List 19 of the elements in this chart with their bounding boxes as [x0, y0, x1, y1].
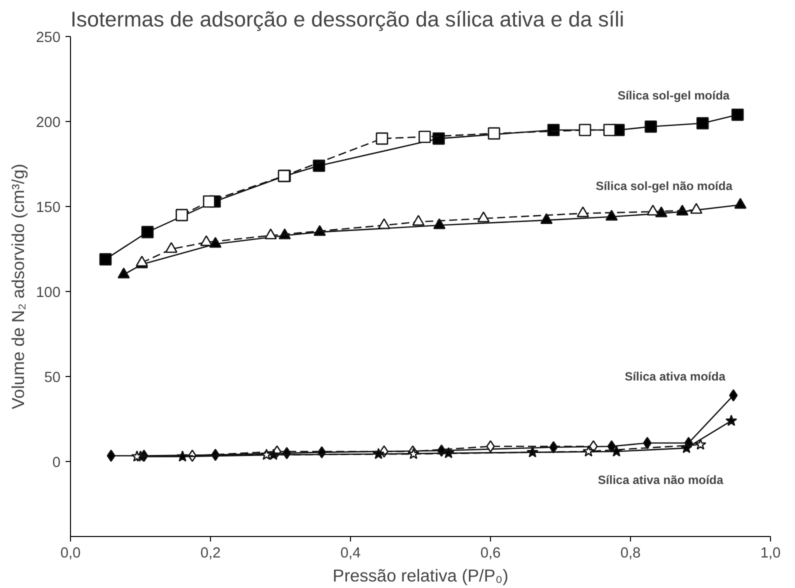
- x-axis-title: Pressão relativa (P/P₀): [332, 566, 508, 586]
- x-tick-label: 0,2: [200, 546, 221, 562]
- y-tick-label: 200: [36, 115, 61, 132]
- x-tick-label: 1,0: [760, 546, 781, 562]
- series-label: Sílica sol-gel moída: [618, 88, 730, 103]
- y-tick-label: 0: [52, 455, 61, 472]
- series-label: Sílica sol-gel não moída: [596, 178, 733, 193]
- x-tick-label: 0,0: [60, 546, 81, 562]
- y-axis-title: Volume de N₂ adsorvido (cm³/g): [8, 164, 28, 410]
- y-tick-label: 50: [44, 370, 61, 386]
- series-label: Sílica ativa moída: [624, 369, 726, 384]
- series-label: Sílica ativa não moída: [598, 472, 724, 487]
- chart-title: Isotermas de adsorção e dessorção da sílica ativa e da síli: [70, 8, 624, 32]
- x-tick-label: 0,8: [620, 546, 641, 562]
- y-tick-label: 150: [36, 200, 61, 216]
- x-tick-label: 0,4: [340, 546, 361, 562]
- y-tick-label: 100: [36, 285, 61, 302]
- y-tick-label: 250: [36, 30, 61, 46]
- x-tick-label: 0,6: [480, 546, 501, 562]
